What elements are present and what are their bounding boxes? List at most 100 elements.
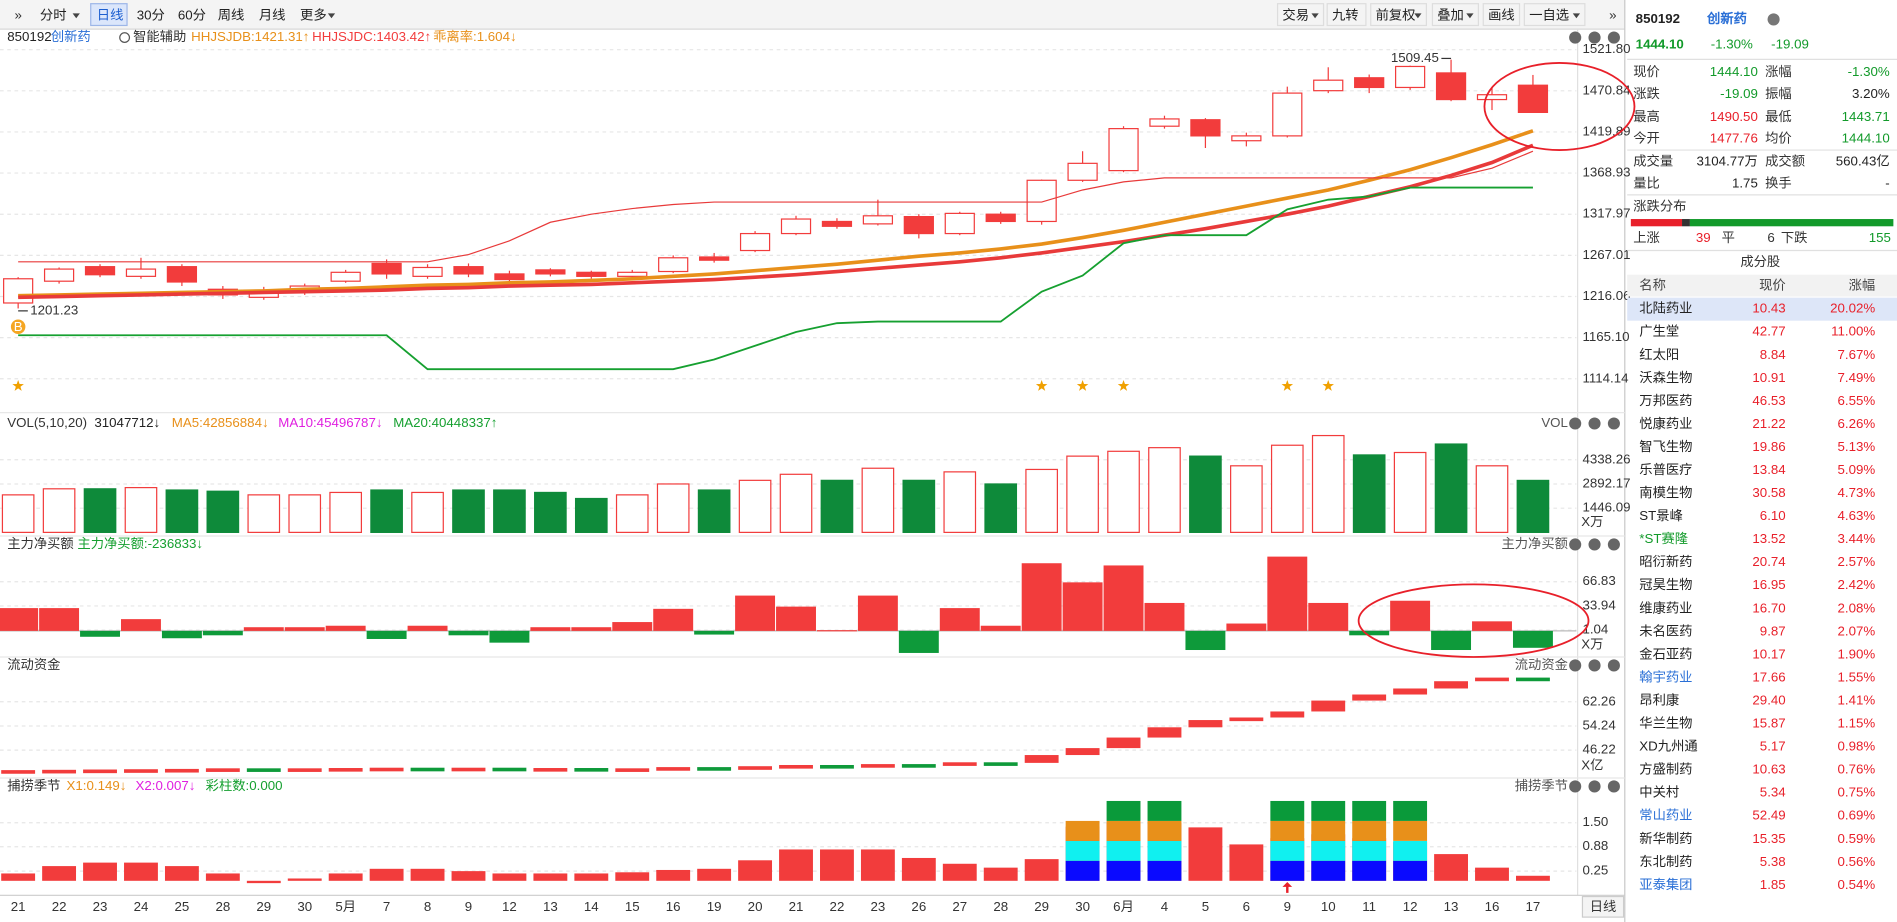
stock-name[interactable]: 万邦医药	[1639, 393, 1692, 408]
stock-name[interactable]: 冠昊生物	[1639, 577, 1692, 592]
toolbar-label[interactable]: 周线	[218, 7, 245, 22]
assist-label[interactable]: 智能辅助	[133, 29, 186, 44]
panel-icon[interactable]	[1569, 31, 1582, 44]
toolbar-button[interactable]	[1370, 3, 1427, 27]
toolbar-label[interactable]: 更多	[300, 6, 327, 22]
toolbar-button[interactable]	[211, 3, 249, 26]
stock-name[interactable]: 未名医药	[1639, 623, 1692, 638]
toolbar-label[interactable]: 交易	[1282, 6, 1309, 22]
stock-name[interactable]: 维康药业	[1639, 599, 1692, 615]
stock-name[interactable]: 金石亚药	[1639, 646, 1692, 661]
period-label[interactable]: 日线	[1590, 899, 1617, 914]
toolbar-label[interactable]: 30分	[137, 7, 165, 22]
toolbar-button[interactable]	[130, 3, 167, 26]
panel-icon[interactable]	[1607, 417, 1620, 430]
expand-icon[interactable]: »	[1609, 7, 1616, 22]
toolbar-button[interactable]	[293, 3, 340, 26]
toolbar-button[interactable]	[1276, 3, 1325, 27]
toolbar-button[interactable]	[33, 3, 85, 26]
toolbar-button[interactable]	[90, 3, 128, 27]
indicator: 乖离率:1.604↓	[433, 28, 517, 44]
stock-name[interactable]: 东北制药	[1639, 854, 1692, 869]
toolbar-button[interactable]	[1482, 3, 1521, 27]
stock-name[interactable]: 智飞生物	[1639, 439, 1692, 454]
toolbar-label[interactable]: 九转	[1332, 7, 1359, 22]
assist-icon[interactable]	[119, 32, 131, 44]
toolbar-label[interactable]: 前复权	[1376, 6, 1416, 22]
signal-block	[1270, 840, 1305, 861]
panel-icon[interactable]	[1588, 417, 1601, 430]
stock-name[interactable]: 昭衍新药	[1639, 554, 1692, 569]
panel-icon[interactable]	[1607, 538, 1620, 551]
toolbar-label[interactable]: 一自选	[1529, 7, 1569, 22]
indicator: 主力净买额:-236833↓	[77, 536, 203, 551]
net-bar	[1390, 600, 1431, 631]
stock-name[interactable]: 乐普医疗	[1639, 462, 1692, 477]
period-button[interactable]	[1581, 895, 1625, 918]
toolbar-label[interactable]: 60分	[178, 7, 206, 22]
stock-name[interactable]: 翰宇药业	[1639, 669, 1692, 684]
stock-name[interactable]: 常山药业	[1639, 808, 1692, 823]
net-bar	[325, 625, 366, 631]
toolbar-label[interactable]: 日线	[97, 7, 124, 22]
panel-icon[interactable]	[1588, 31, 1601, 44]
stock-name[interactable]: 华兰生物	[1639, 716, 1692, 731]
flow-bar	[1, 770, 36, 774]
stock-name[interactable]: *ST赛隆	[1639, 531, 1688, 546]
panel-icon[interactable]	[1607, 31, 1620, 44]
quote-label: 现价	[1633, 64, 1660, 79]
panel-icon[interactable]	[1588, 659, 1601, 672]
toolbar-button[interactable]	[1431, 3, 1480, 27]
signal-block	[1393, 820, 1428, 841]
flow-bar	[820, 764, 854, 769]
panel-icon[interactable]	[1607, 780, 1620, 793]
panel-title: 主力净买额	[7, 536, 73, 551]
info-icon[interactable]	[1767, 13, 1780, 26]
toolbar-label[interactable]: 月线	[259, 7, 286, 22]
flow-bar	[901, 764, 936, 768]
breadth-down	[1689, 219, 1894, 227]
stock-name[interactable]: ST景峰	[1639, 508, 1683, 523]
stock-change: 2.42%	[1838, 577, 1876, 592]
stock-name[interactable]: XD九州通	[1639, 739, 1697, 754]
flow-bar	[1352, 694, 1387, 701]
stock-name[interactable]: 广生堂	[1639, 324, 1679, 339]
signal-block	[1147, 860, 1182, 881]
flow-bar	[942, 762, 977, 766]
toolbar-button[interactable]	[1326, 3, 1367, 27]
panel-icon[interactable]	[1569, 659, 1582, 672]
stock-name[interactable]: 亚泰集团	[1639, 877, 1692, 892]
panel-icon[interactable]	[1588, 538, 1601, 551]
stock-name[interactable]: 新华制药	[1639, 831, 1692, 846]
panel-icon[interactable]	[1569, 780, 1582, 793]
panel-icon[interactable]	[1569, 417, 1582, 430]
stock-name[interactable]: 南模生物	[1639, 485, 1692, 500]
stock-name[interactable]: 红太阳	[1639, 347, 1679, 362]
panel-separators	[0, 412, 1625, 896]
candle-body	[821, 220, 853, 227]
toolbar-button[interactable]	[252, 3, 290, 26]
panel-icon[interactable]	[1607, 659, 1620, 672]
stock-name[interactable]: 悦康药业	[1639, 415, 1692, 431]
stock-name[interactable]: 方盛制药	[1639, 762, 1692, 777]
toolbar-label[interactable]: 分时	[40, 7, 67, 22]
stock-name[interactable]: 北陆药业	[1639, 301, 1692, 316]
stock-name[interactable]: 中关村	[1639, 785, 1679, 800]
stock-name[interactable]: 沃森生物	[1639, 370, 1692, 385]
toolbar-label[interactable]: 画线	[1488, 7, 1515, 22]
quote-label: 量比	[1633, 175, 1660, 190]
stock-name[interactable]: 昂利康	[1639, 691, 1679, 707]
y-tick-label: 1317.97	[1582, 206, 1630, 221]
x-tick-label: 30	[1075, 899, 1090, 914]
stock-change: 0.69%	[1838, 808, 1876, 823]
panel-icon[interactable]	[1588, 780, 1601, 793]
collapse-icon[interactable]: »	[15, 7, 22, 22]
panel-icon[interactable]	[1569, 538, 1582, 551]
toolbar-label[interactable]: 叠加	[1437, 7, 1464, 22]
signal-block	[1270, 820, 1305, 841]
toolbar-button[interactable]	[171, 3, 209, 26]
volume-bar	[370, 489, 403, 533]
net-bar	[366, 630, 407, 639]
breadth-label: 下跌	[1781, 230, 1808, 245]
toolbar-button[interactable]	[1523, 3, 1586, 27]
